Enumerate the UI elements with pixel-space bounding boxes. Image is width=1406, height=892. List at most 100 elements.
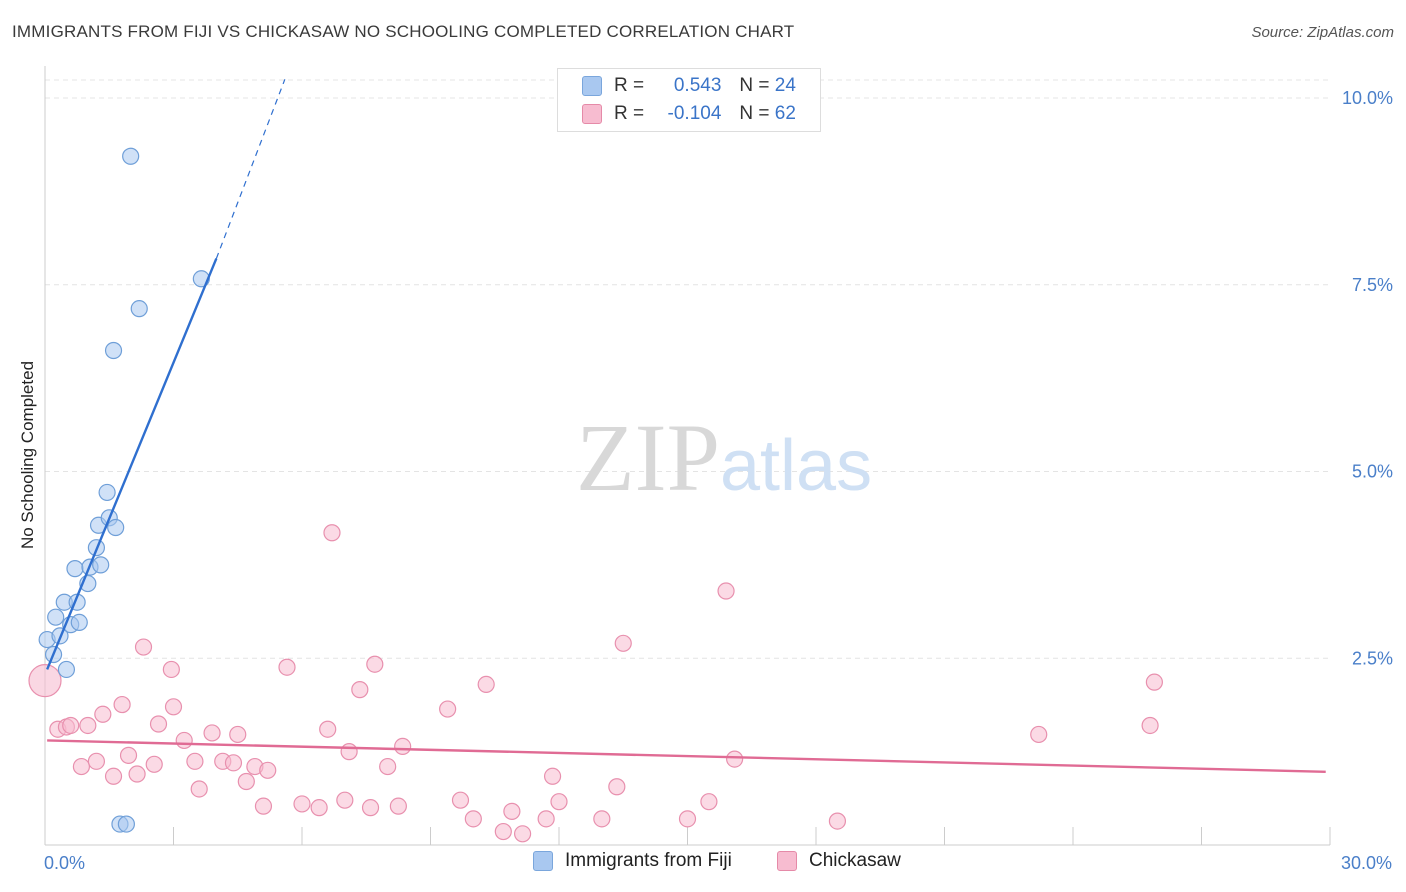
chickasaw-point <box>87 752 106 770</box>
chickasaw-point <box>203 724 221 742</box>
legend-row-chickasaw: R = -0.104 N = 62 <box>582 102 796 126</box>
chickasaw-point <box>164 698 183 716</box>
watermark-atlas: atlas <box>720 426 872 506</box>
y-tick-label: 5.0% <box>1352 462 1393 482</box>
chickasaw-point <box>614 634 632 652</box>
chickasaw-point <box>494 822 512 841</box>
fiji-point <box>92 556 110 574</box>
chickasaw-point <box>464 810 482 828</box>
trend-lines <box>46 79 1326 773</box>
bottom-legend-swatch-fiji <box>533 851 553 871</box>
y-tick-label: 7.5% <box>1352 275 1393 295</box>
chickasaw-point <box>79 716 97 735</box>
bottom-legend-label-fiji: Immigrants from Fiji <box>565 850 732 871</box>
chickasaw-point <box>389 797 407 815</box>
legend-swatch-chickasaw <box>582 104 602 124</box>
chickasaw-point <box>361 799 380 817</box>
chickasaw-point <box>128 765 146 783</box>
chickasaw-point <box>224 754 243 772</box>
fiji-point <box>130 300 148 318</box>
chickasaw-point <box>379 757 397 776</box>
bottom-legend-swatch-chickasaw <box>777 851 797 871</box>
chickasaw-point <box>543 767 562 785</box>
chickasaw-point <box>503 802 521 820</box>
fiji-point <box>47 608 65 626</box>
legend-r-value: -0.104 <box>667 103 722 124</box>
chickasaw-point <box>828 812 847 830</box>
legend-n-label: N = <box>739 103 770 124</box>
chickasaw-point <box>104 767 123 785</box>
chickasaw-point <box>1141 716 1159 735</box>
chickasaw-point <box>678 810 697 828</box>
chickasaw-point <box>1145 673 1163 691</box>
chickasaw-point <box>175 731 193 750</box>
axes <box>44 66 1331 846</box>
chickasaw-point <box>134 638 153 656</box>
chickasaw-point <box>278 658 296 676</box>
chickasaw-point <box>593 810 611 828</box>
chickasaw-point <box>28 664 62 698</box>
chickasaw-point <box>229 725 247 744</box>
chickasaw-point <box>119 746 138 764</box>
chickasaw-point <box>259 761 277 779</box>
x-tick-label: 0.0% <box>44 853 85 873</box>
chickasaw-point <box>162 660 180 679</box>
chickasaw-point <box>145 755 163 773</box>
bottom-legend-fiji: Immigrants from Fiji <box>533 850 732 872</box>
bottom-legend-label-chickasaw: Chickasaw <box>809 850 901 871</box>
legend-swatch-fiji <box>582 76 602 96</box>
legend-r-value: 0.543 <box>673 75 722 96</box>
chickasaw-point <box>700 793 718 811</box>
chickasaw-point <box>336 791 354 809</box>
chickasaw-point <box>293 795 311 813</box>
chickasaw-point <box>537 810 555 828</box>
chickasaw-point <box>366 655 384 673</box>
chickasaw-point <box>513 825 532 843</box>
chickasaw-point <box>451 791 470 809</box>
watermark-zip: ZIP <box>576 404 720 511</box>
chickasaw-point <box>550 793 568 811</box>
legend-n-label: N = <box>739 75 770 96</box>
chickasaw-point <box>94 705 112 723</box>
bottom-legend-chickasaw: Chickasaw <box>777 850 901 872</box>
chart-title: IMMIGRANTS FROM FIJI VS CHICKASAW NO SCH… <box>12 22 795 41</box>
fiji-point <box>98 483 116 502</box>
chickasaw-point <box>62 716 80 735</box>
chickasaw-point <box>149 715 168 733</box>
chickasaw-point <box>319 720 337 738</box>
fiji-point <box>104 341 123 360</box>
fiji-point <box>122 147 140 165</box>
chickasaw-point <box>113 695 131 714</box>
chickasaw-point <box>726 750 744 768</box>
legend-n-value: 24 <box>774 75 796 96</box>
legend-row-fiji: R = 0.543 N = 24 <box>582 74 796 98</box>
source-label: Source: ZipAtlas.com <box>1251 24 1394 41</box>
legend-r-label: R = <box>614 103 645 124</box>
fiji-point <box>117 815 135 833</box>
fiji-point <box>57 660 76 679</box>
stats-legend: R = 0.543 N = 24 R = -0.104 N = 62 <box>557 68 821 132</box>
fiji-trend-extension <box>215 79 286 259</box>
legend-n-value: 62 <box>774 103 796 124</box>
chickasaw-point <box>351 681 369 699</box>
x-tick-label: 30.0% <box>1341 853 1392 873</box>
chickasaw-point <box>310 799 328 817</box>
chickasaw-point <box>340 743 358 761</box>
data-points <box>28 147 1163 843</box>
chickasaw-point <box>439 700 457 718</box>
gridlines <box>45 79 1330 659</box>
y-tick-label: 10.0% <box>1342 88 1393 108</box>
fiji-point <box>66 560 84 578</box>
chickasaw-point <box>608 778 626 796</box>
y-tick-label: 2.5% <box>1352 648 1393 668</box>
chickasaw-point <box>186 752 204 770</box>
legend-r-label: R = <box>614 75 645 96</box>
chickasaw-point <box>72 757 91 776</box>
chickasaw-point <box>717 582 735 600</box>
fiji-point <box>107 518 125 537</box>
chickasaw-point <box>394 737 412 755</box>
fiji-trend-line <box>46 258 218 670</box>
chickasaw-trend-line <box>47 739 1326 773</box>
fiji-point <box>70 613 88 631</box>
